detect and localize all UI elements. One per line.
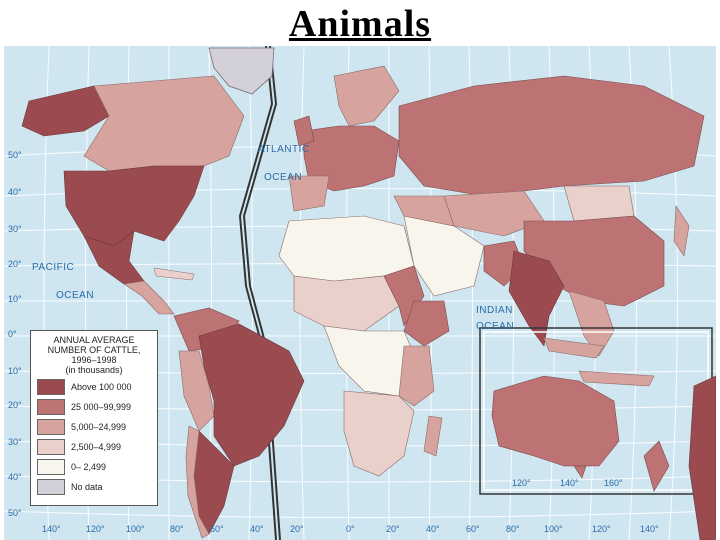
legend-label: No data bbox=[71, 482, 103, 492]
lon-tick: 20° bbox=[386, 524, 400, 534]
legend-label: 2,500–4,999 bbox=[71, 442, 122, 452]
india bbox=[508, 250, 565, 347]
legend-label: 5,000–24,999 bbox=[71, 422, 127, 432]
legend-title-2: NUMBER OF CATTLE, bbox=[47, 345, 141, 355]
legend-swatch bbox=[37, 439, 65, 455]
slide-title: Animals bbox=[288, 3, 432, 45]
scandinavia bbox=[333, 65, 400, 127]
lon-tick: 80° bbox=[170, 524, 184, 534]
ethiopia bbox=[403, 300, 450, 347]
new-guinea bbox=[543, 337, 605, 359]
legend-label: 25 000–99,999 bbox=[71, 402, 132, 412]
lat-tick: 30° bbox=[8, 224, 22, 234]
legend-swatch bbox=[37, 379, 65, 395]
legend-item: 25 000–99,999 bbox=[37, 399, 151, 415]
lat-tick: 50° bbox=[8, 150, 22, 160]
legend-item: No data bbox=[37, 479, 151, 495]
lon-tick: 80° bbox=[506, 524, 520, 534]
canada bbox=[83, 75, 245, 172]
legend-item: Above 100 000 bbox=[37, 379, 151, 395]
inset-tick: 120° bbox=[512, 478, 531, 488]
lat-tick: 40° bbox=[8, 472, 22, 482]
tasmania bbox=[573, 465, 587, 479]
iberia bbox=[288, 175, 330, 212]
north-africa bbox=[278, 215, 415, 282]
legend-title-3: 1996–1998 bbox=[71, 355, 117, 365]
usa bbox=[63, 165, 205, 247]
legend-title-4: (in thousands) bbox=[65, 365, 123, 375]
lat-tick: 40° bbox=[8, 187, 22, 197]
legend-title-1: ANNUAL AVERAGE bbox=[53, 335, 135, 345]
lon-tick: 100° bbox=[544, 524, 563, 534]
east-africa bbox=[398, 345, 435, 407]
legend-label: Above 100 000 bbox=[71, 382, 132, 392]
legend-item: 0– 2,499 bbox=[37, 459, 151, 475]
inset-tick: 160° bbox=[604, 478, 623, 488]
lat-tick: 30° bbox=[8, 437, 22, 447]
lat-tick: 50° bbox=[8, 508, 22, 518]
lon-tick: 40° bbox=[250, 524, 264, 534]
madagascar bbox=[423, 415, 443, 457]
lon-tick: 120° bbox=[86, 524, 105, 534]
mongolia bbox=[563, 185, 635, 222]
australia bbox=[491, 375, 620, 467]
central-america bbox=[123, 280, 175, 315]
legend-swatch bbox=[37, 419, 65, 435]
chile bbox=[185, 425, 210, 539]
pacific-label: PACIFIC bbox=[32, 262, 75, 273]
russia bbox=[398, 75, 705, 197]
mexico bbox=[83, 230, 145, 285]
new-zealand bbox=[643, 440, 670, 492]
lon-tick: 140° bbox=[42, 524, 61, 534]
legend-label: 0– 2,499 bbox=[71, 462, 107, 472]
brazil bbox=[198, 323, 305, 467]
lon-tick: 20° bbox=[290, 524, 304, 534]
lon-tick: 60° bbox=[466, 524, 480, 534]
atlantic-label-2: OCEAN bbox=[264, 172, 303, 183]
lon-tick: 120° bbox=[592, 524, 611, 534]
map-legend: ANNUAL AVERAGE NUMBER OF CATTLE, 1996–19… bbox=[30, 330, 158, 506]
pacific-label-2: OCEAN bbox=[56, 290, 95, 301]
lat-tick: 20° bbox=[8, 400, 22, 410]
southern-africa bbox=[343, 390, 415, 477]
legend-item: 2,500–4,999 bbox=[37, 439, 151, 455]
atlantic-label: ATLANTIC bbox=[258, 144, 310, 155]
lon-tick: 0° bbox=[346, 524, 355, 534]
lon-tick: 40° bbox=[426, 524, 440, 534]
lat-tick: 20° bbox=[8, 259, 22, 269]
legend-item: 5,000–24,999 bbox=[37, 419, 151, 435]
americas-right-edge bbox=[688, 375, 716, 540]
indonesia bbox=[578, 370, 655, 387]
lat-tick: 0° bbox=[8, 329, 17, 339]
legend-swatch bbox=[37, 479, 65, 495]
indian-label: INDIAN bbox=[476, 305, 513, 316]
western-europe bbox=[303, 125, 400, 192]
lat-tick: 10° bbox=[8, 294, 22, 304]
caribbean bbox=[153, 267, 195, 281]
uk-ireland bbox=[293, 115, 315, 147]
lat-tick: 10° bbox=[8, 366, 22, 376]
greenland bbox=[208, 47, 275, 95]
lon-tick: 140° bbox=[640, 524, 659, 534]
sahel bbox=[293, 275, 400, 332]
legend-swatch bbox=[37, 399, 65, 415]
turkey-iran bbox=[393, 195, 455, 227]
indian-label-2: OCEAN bbox=[476, 321, 515, 332]
japan bbox=[673, 205, 690, 257]
lon-tick: 100° bbox=[126, 524, 145, 534]
legend-swatch bbox=[37, 459, 65, 475]
inset-tick: 140° bbox=[560, 478, 579, 488]
lon-tick: 60° bbox=[210, 524, 224, 534]
